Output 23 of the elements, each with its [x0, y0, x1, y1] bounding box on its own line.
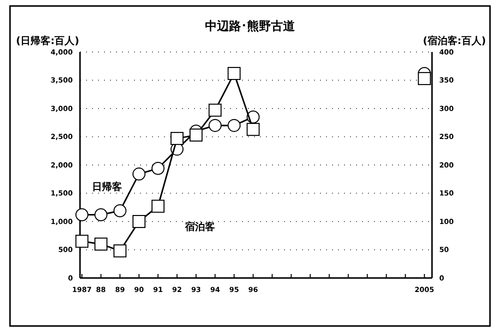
point	[208, 118, 222, 132]
point	[152, 162, 165, 175]
point	[94, 208, 108, 222]
point	[418, 72, 431, 86]
series-label: 日帰客	[92, 181, 122, 193]
y-axis-title: (日帰客:百人)	[16, 35, 80, 47]
point	[75, 234, 88, 248]
y2-axis-title: (宿泊客:百人)	[422, 35, 486, 47]
text: 宿泊客	[184, 221, 215, 233]
point	[75, 208, 88, 222]
point	[246, 122, 260, 136]
point	[132, 168, 146, 181]
point	[228, 118, 241, 132]
point	[208, 104, 222, 117]
point	[113, 204, 126, 218]
point	[190, 128, 203, 142]
point	[228, 66, 241, 80]
chart-title: 中辺路･熊野古道	[205, 19, 296, 33]
point	[170, 132, 184, 145]
point	[152, 200, 165, 213]
point	[94, 238, 108, 251]
point	[132, 215, 146, 228]
point	[113, 244, 126, 258]
